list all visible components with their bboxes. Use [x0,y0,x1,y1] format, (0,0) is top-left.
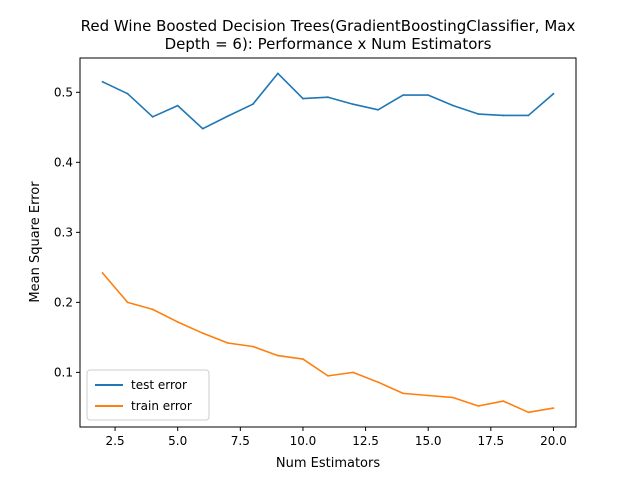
x-tick-label: 17.5 [477,434,504,448]
data-point-train-error [527,411,530,414]
y-axis-label: Mean Square Error [28,181,43,303]
data-point-test-error [126,92,129,95]
data-point-train-error [352,371,354,374]
y-tick-label: 0.3 [54,225,73,239]
legend-label-train-error: train error [131,399,192,413]
x-tick-label: 12.5 [352,434,379,448]
data-point-train-error [226,342,229,344]
data-point-test-error [452,104,455,107]
chart-title-line-1: Red Wine Boosted Decision Trees(Gradient… [81,17,576,35]
series-line-test-error [102,72,554,130]
data-point-train-error [477,405,480,407]
legend-label-test-error: test error [131,378,187,392]
data-point-test-error [277,72,279,75]
data-point-test-error [552,92,555,95]
data-point-test-error [402,94,405,97]
legend-box [86,369,210,421]
data-point-test-error [251,103,254,106]
data-point-test-error [427,94,430,97]
data-point-test-error [477,113,480,115]
x-tick-label: 5.0 [168,434,187,448]
data-point-test-error [377,108,379,111]
chart-title-line-2: Depth = 6): Performance x Num Estimators [165,35,492,53]
x-axis-ticks: 2.5 5.0 7.5 10.0 12.5 15.0 17.5 20.0 [106,427,567,448]
legend: test error train error [86,369,210,421]
y-tick-label: 0.2 [54,295,73,309]
data-point-test-error [151,115,154,118]
y-tick-label: 0.1 [54,365,73,379]
data-point-test-error [176,104,179,107]
y-tick-label: 0.5 [54,85,73,99]
data-point-train-error [452,396,455,399]
x-tick-label: 15.0 [415,434,442,448]
data-point-train-error [277,354,279,357]
data-point-train-error [201,332,204,335]
data-point-test-error [302,97,304,100]
data-point-train-error [101,272,104,274]
data-point-train-error [251,345,254,348]
data-point-train-error [427,394,430,397]
x-tick-label: 10.0 [290,434,317,448]
data-point-test-error [201,127,204,130]
x-tick-label: 2.5 [106,434,125,448]
data-point-train-error [502,400,505,402]
data-point-train-error [176,321,179,323]
data-point-test-error [101,80,104,83]
x-tick-label: 20.0 [540,434,567,448]
data-point-train-error [377,381,379,384]
data-point-test-error [527,114,530,117]
data-point-test-error [502,114,505,117]
data-point-test-error [352,103,354,106]
data-point-test-error [327,96,329,99]
data-point-train-error [302,358,304,360]
plot-area [101,72,555,414]
axes-frame [79,57,577,428]
x-axis-label: Num Estimators [276,456,380,471]
x-tick-label: 7.5 [231,434,250,448]
y-axis-ticks: 0.1 0.2 0.3 0.4 0.5 [54,85,80,379]
data-point-test-error [226,115,229,118]
y-tick-label: 0.4 [54,155,73,169]
data-point-train-error [327,374,329,377]
data-point-train-error [552,407,555,409]
data-point-train-error [402,392,405,395]
data-point-train-error [126,301,129,304]
data-point-train-error [151,308,154,311]
